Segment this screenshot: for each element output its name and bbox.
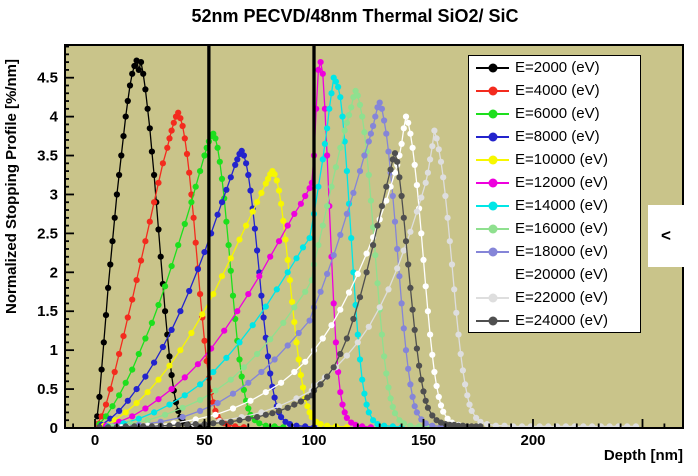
y-tick-label: 4.5	[37, 70, 58, 87]
legend-label: E=22000 (eV)	[515, 289, 608, 306]
x-tick-label: 0	[91, 432, 99, 449]
legend-marker-icon	[476, 201, 509, 210]
y-tick-label: 3.5	[37, 148, 58, 165]
x-tick-label: 100	[301, 432, 326, 449]
legend-marker-icon	[476, 293, 509, 302]
legend-label: E=20000 (eV)	[515, 266, 608, 283]
series-16000	[109, 87, 431, 427]
legend-item-10000: E=10000 (eV)	[469, 148, 640, 171]
y-axis-title: Normalized Stopping Profile [%/nm]	[3, 58, 20, 314]
legend-marker-icon	[476, 178, 509, 187]
legend-marker-icon	[476, 132, 509, 141]
series-24000	[96, 150, 484, 427]
legend-box: E=2000 (eV) E=4000 (eV) E=6000 (eV) E=8000 …	[468, 55, 641, 333]
legend-label: E=18000 (eV)	[515, 243, 608, 260]
legend-item-2000: E=2000 (eV)	[469, 56, 640, 79]
panel-collapse-arrow[interactable]: <	[648, 205, 684, 267]
legend-marker-icon	[476, 86, 509, 95]
x-axis-title: Depth [nm]	[603, 447, 683, 464]
series-10000	[100, 168, 350, 427]
legend-label: E=6000 (eV)	[515, 105, 600, 122]
legend-label: E=8000 (eV)	[515, 128, 600, 145]
legend-item-20000: E=20000 (eV)	[469, 263, 640, 286]
legend-item-14000: E=14000 (eV)	[469, 194, 640, 217]
legend-label: E=16000 (eV)	[515, 220, 608, 237]
legend-label: E=4000 (eV)	[515, 82, 600, 99]
legend-marker-icon	[476, 63, 509, 72]
tick-labels: 0 50 100 150 200 0 0.5 1 1.5 2 2.5 3 3.5 4 4.5	[37, 70, 545, 449]
legend-item-16000: E=16000 (eV)	[469, 217, 640, 240]
legend-item-22000: E=22000 (eV)	[469, 286, 640, 309]
chart-title: 52nm PECVD/48nm Thermal SiO2/ SiC	[191, 6, 519, 26]
legend-label: E=14000 (eV)	[515, 197, 608, 214]
left-chevron-icon: <	[661, 226, 671, 245]
x-tick-label: 50	[196, 432, 213, 449]
legend-item-18000: E=18000 (eV)	[469, 240, 640, 263]
axis-ticks	[65, 45, 666, 428]
legend-item-12000: E=12000 (eV)	[469, 171, 640, 194]
legend-item-24000: E=24000 (eV)	[469, 309, 640, 332]
legend-item-4000: E=4000 (eV)	[469, 79, 640, 102]
legend-marker-icon	[476, 109, 509, 118]
legend-marker-icon	[476, 316, 509, 325]
y-tick-label: 0	[50, 420, 58, 437]
x-tick-label: 200	[520, 432, 545, 449]
legend-marker-icon	[476, 270, 509, 279]
y-tick-label: 2.5	[37, 225, 58, 242]
x-tick-label: 150	[411, 432, 436, 449]
legend-label: E=12000 (eV)	[515, 174, 608, 191]
y-tick-label: 0.5	[37, 381, 58, 398]
legend-marker-icon	[476, 155, 509, 164]
legend-item-6000: E=6000 (eV)	[469, 102, 640, 125]
y-tick-label: 2	[50, 264, 58, 281]
legend-marker-icon	[476, 224, 509, 233]
y-tick-label: 1	[50, 342, 58, 359]
legend-item-8000: E=8000 (eV)	[469, 125, 640, 148]
y-tick-label: 1.5	[37, 303, 58, 320]
legend-label: E=2000 (eV)	[515, 59, 600, 76]
legend-label: E=24000 (eV)	[515, 312, 608, 329]
y-tick-label: 4	[50, 109, 59, 126]
legend-marker-icon	[476, 247, 509, 256]
legend-label: E=10000 (eV)	[515, 151, 608, 168]
y-tick-label: 3	[50, 186, 58, 203]
